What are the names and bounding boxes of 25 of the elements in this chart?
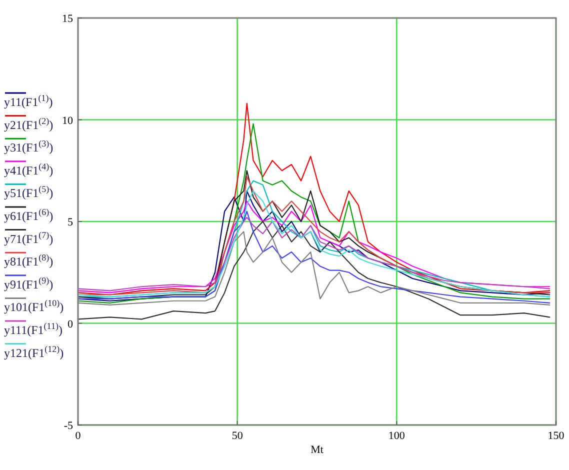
y-tick-label: 10	[62, 114, 74, 127]
legend-label: y31(F1$^{(3)}$)	[4, 138, 54, 155]
legend-label: y21(F1$^{(2)}$)	[4, 116, 54, 132]
legend-label: y41(F1$^{(4)}$)	[4, 161, 54, 178]
x-tick-label: 150	[548, 430, 565, 442]
legend-label: y81(F1$^{(8)}$)	[4, 252, 54, 269]
x-tick-label: 0	[75, 430, 82, 442]
legend-label: y11(F1$^{(1)}$)	[4, 93, 53, 109]
x-tick-label: 100	[388, 430, 406, 442]
y-tick-label: 15	[62, 13, 74, 25]
legend-label: y61(F1$^{(6)}$)	[4, 207, 54, 223]
legend-label: y71(F1$^{(7)}$)	[4, 230, 54, 246]
x-tick-label: 50	[232, 430, 244, 442]
x-axis-title: Mt	[310, 444, 324, 456]
y-tick-label: -5	[64, 420, 74, 432]
legend-label: y111(F1$^{(11)}$)	[4, 321, 62, 337]
line-series	[77, 216, 550, 292]
line-series	[77, 220, 550, 320]
y-tick-label: 0	[68, 318, 74, 330]
legend-label: y51(F1$^{(5)}$)	[4, 184, 54, 200]
line-series	[77, 210, 550, 304]
legend-label: y101(F1$^{(10)}$)	[4, 298, 64, 314]
legend-label: y121(F1$^{(12)}$)	[4, 344, 64, 360]
legend-label: y91(F1$^{(9)}$)	[4, 275, 54, 292]
y-tick-label: 5	[68, 216, 74, 228]
